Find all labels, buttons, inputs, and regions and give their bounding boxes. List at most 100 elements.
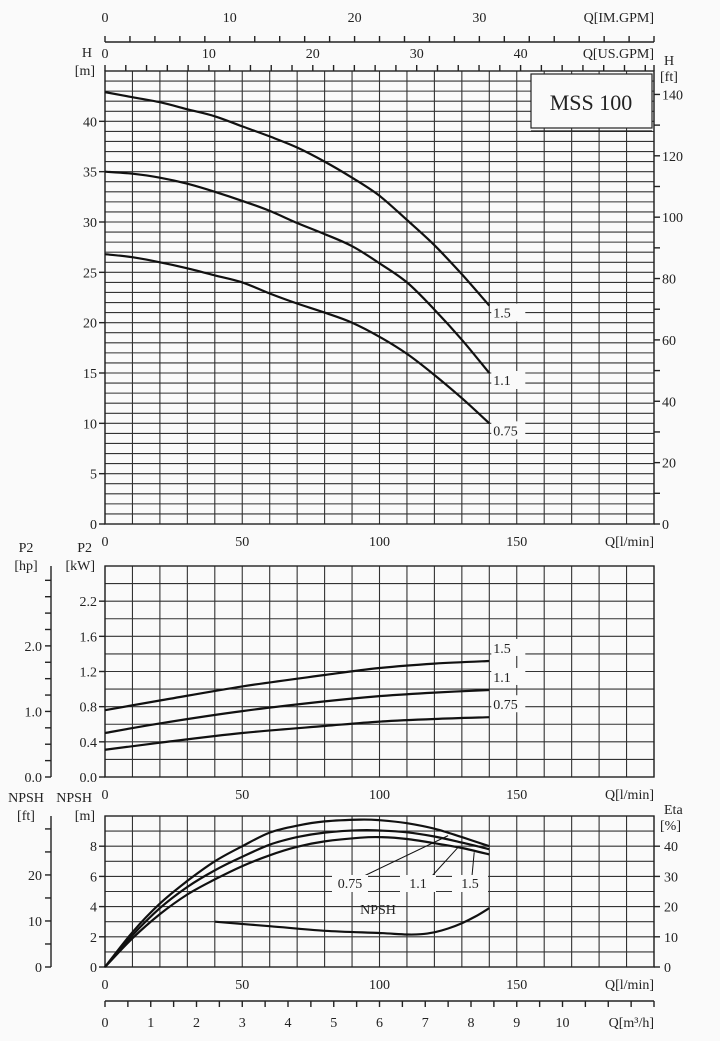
label-bg — [491, 638, 526, 656]
leader-line — [431, 845, 460, 877]
im-gpm-tick-label: 20 — [348, 11, 362, 26]
curve-0-75 — [104, 716, 490, 751]
m3h-tick-label: 2 — [193, 1016, 200, 1031]
curve-1-1 — [104, 688, 490, 735]
x-tick-label: 100 — [369, 978, 390, 993]
label-bg — [332, 875, 368, 892]
eta-tick-label: 10 — [664, 931, 678, 946]
m3h-tick-label: 8 — [468, 1016, 475, 1031]
label-bg — [491, 303, 526, 322]
right-axis-unit: [ft] — [660, 70, 678, 85]
curve-label: 0.75 — [493, 698, 518, 713]
outer-axis-unit: [hp] — [14, 559, 37, 574]
m3h-tick-label: 3 — [239, 1016, 246, 1031]
curve-label: 1.5 — [493, 642, 511, 657]
y-tick-label: 1.6 — [80, 630, 98, 645]
eta-curve-label: 0.75 — [338, 877, 363, 892]
m3h-tick-label: 7 — [422, 1016, 429, 1031]
plot-frame — [104, 70, 655, 525]
y-tick-label: 0.0 — [80, 771, 98, 786]
curve-label: 1.1 — [493, 671, 511, 686]
m3h-tick-label: 0 — [102, 1016, 109, 1031]
y-axis-title: H — [82, 46, 92, 61]
us-gpm-axis-title: Q[US.GPM] — [583, 47, 654, 62]
right-axis-title: Eta — [664, 803, 683, 818]
y-tick-label: 0 — [90, 518, 97, 533]
leader-line — [363, 835, 449, 877]
ft-tick-label: 140 — [662, 88, 683, 103]
npsh-curve — [214, 907, 490, 936]
leader-line — [471, 852, 475, 877]
curve-label: 0.75 — [493, 424, 518, 439]
ft-tick-label: 120 — [662, 150, 683, 165]
npsh-curve-label: NPSH — [360, 903, 396, 918]
y-axis-unit: [m] — [75, 809, 95, 824]
eta-curve-1-1 — [104, 828, 490, 968]
ft-tick-label: 100 — [662, 211, 683, 226]
curve-1-1 — [104, 170, 491, 374]
y-axis-title: NPSH — [56, 791, 92, 806]
us-gpm-tick-label: 30 — [410, 47, 424, 62]
x-axis-title: Q[l/min] — [605, 535, 654, 550]
y-axis-unit: [kW] — [65, 559, 95, 574]
outer-tick-label: 10 — [28, 915, 42, 930]
y-tick-label: 5 — [90, 468, 97, 483]
model-box: MSS 100 — [530, 73, 653, 132]
m3h-tick-label: 4 — [285, 1016, 292, 1031]
outer-axis-unit: [ft] — [17, 809, 35, 824]
x-tick-label: 0 — [102, 978, 109, 993]
m3h-tick-label: 5 — [330, 1016, 337, 1031]
x-tick-label: 150 — [506, 978, 527, 993]
eta-tick-label: 0 — [664, 961, 671, 976]
curve-label: 1.1 — [493, 374, 511, 389]
y-tick-label: 25 — [83, 266, 97, 281]
curve-1-5 — [104, 659, 490, 712]
x-axis-title: Q[l/min] — [605, 978, 654, 993]
us-gpm-tick-label: 20 — [306, 47, 320, 62]
us-gpm-tick-label: 40 — [514, 47, 528, 62]
eta-tick-label: 30 — [664, 870, 678, 885]
x-tick-label: 100 — [369, 788, 390, 803]
x-tick-label: 50 — [235, 788, 249, 803]
y-tick-label: 6 — [90, 870, 97, 885]
y-axis-unit: [m] — [75, 64, 95, 79]
outer-tick-label: 2.0 — [25, 640, 43, 655]
y-tick-label: 15 — [83, 367, 97, 382]
y-tick-label: 0 — [90, 961, 97, 976]
us-gpm-tick-label: 10 — [202, 47, 216, 62]
y-tick-label: 4 — [90, 901, 97, 916]
right-axis-title: H — [664, 54, 674, 69]
eta-tick-label: 40 — [664, 840, 678, 855]
m3h-tick-label: 6 — [376, 1016, 383, 1031]
y-tick-label: 0.4 — [80, 736, 98, 751]
x-tick-label: 50 — [235, 978, 249, 993]
ft-tick-label: 0 — [662, 518, 669, 533]
m3h-tick-label: 10 — [556, 1016, 570, 1031]
y-tick-label: 0.8 — [80, 701, 98, 716]
x-tick-label: 50 — [235, 535, 249, 550]
eta-tick-label: 20 — [664, 901, 678, 916]
m3h-tick-label: 9 — [513, 1016, 520, 1031]
im-gpm-tick-label: 10 — [223, 11, 237, 26]
eta-curve-0-75 — [104, 818, 490, 968]
plot-frame — [104, 815, 655, 968]
eta-curve-1-5 — [104, 835, 490, 968]
outer-tick-label: 20 — [28, 869, 42, 884]
outer-tick-label: 1.0 — [25, 705, 43, 720]
y-tick-label: 2.2 — [80, 595, 98, 610]
label-bg — [491, 695, 526, 713]
label-bg — [491, 421, 526, 440]
im-gpm-tick-label: 30 — [472, 11, 486, 26]
y-tick-label: 8 — [90, 840, 97, 855]
label-bg — [400, 875, 436, 892]
y-tick-label: 2 — [90, 931, 97, 946]
y-tick-label: 20 — [83, 317, 97, 332]
y-tick-label: 35 — [83, 166, 97, 181]
y-tick-label: 40 — [83, 115, 97, 130]
x-tick-label: 0 — [102, 535, 109, 550]
y-tick-label: 10 — [83, 417, 97, 432]
eta-curve-label: 1.1 — [409, 877, 427, 892]
ft-tick-label: 60 — [662, 334, 676, 349]
label-bg — [491, 667, 526, 685]
